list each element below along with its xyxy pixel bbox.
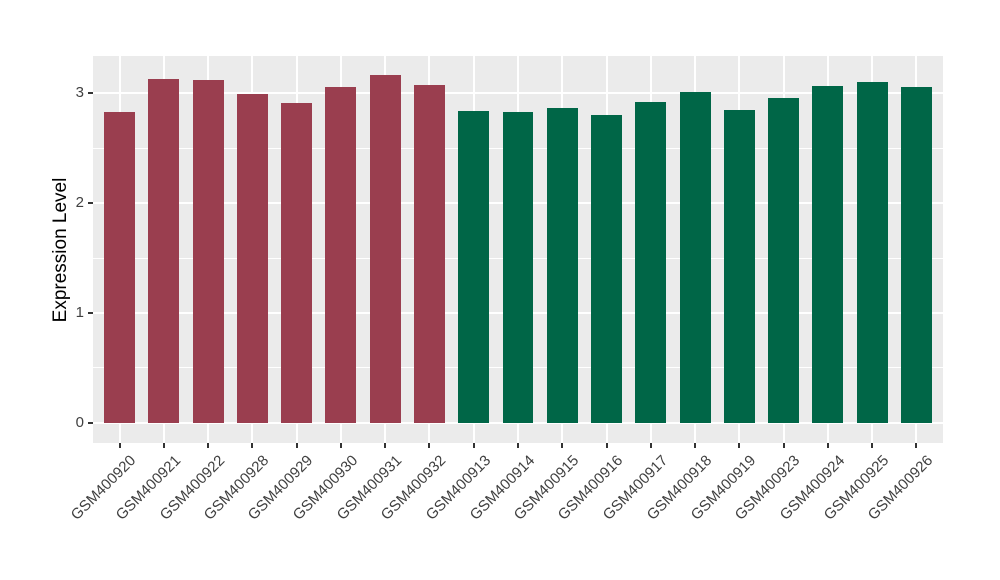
x-tick-mark — [428, 443, 431, 448]
bar-GSM400932 — [413, 84, 445, 423]
x-tick-mark — [207, 443, 210, 448]
bar-GSM400924 — [812, 85, 844, 423]
x-tick-mark — [738, 443, 741, 448]
x-tick-mark — [339, 443, 342, 448]
y-tick-mark — [88, 421, 93, 424]
bar-GSM400917 — [635, 102, 667, 423]
bar-GSM400914 — [502, 111, 534, 423]
x-tick-mark — [782, 443, 785, 448]
x-tick-mark — [517, 443, 519, 448]
bar-GSM400916 — [591, 115, 623, 423]
x-tick-mark — [649, 443, 652, 448]
y-tick-mark — [88, 202, 93, 205]
bar-GSM400930 — [325, 86, 357, 423]
bar-GSM400923 — [768, 97, 800, 423]
bar-GSM400926 — [900, 86, 932, 423]
bar-GSM400918 — [679, 92, 711, 423]
bar-GSM400928 — [236, 94, 268, 423]
x-tick-mark — [251, 443, 254, 448]
x-tick-mark — [694, 443, 697, 448]
y-tick-mark — [88, 92, 93, 95]
y-tick-label: 1 — [75, 303, 84, 321]
bar-GSM400925 — [856, 82, 888, 423]
y-tick-label: 0 — [75, 413, 84, 431]
bar-GSM400922 — [192, 80, 224, 423]
bar-GSM400929 — [281, 103, 313, 423]
plot-panel — [93, 56, 943, 443]
y-tick-mark — [88, 311, 93, 314]
x-tick-mark — [915, 443, 918, 448]
bar-GSM400931 — [369, 74, 401, 423]
x-tick-mark — [826, 443, 829, 448]
y-tick-label: 3 — [75, 84, 84, 102]
x-tick-mark — [871, 443, 874, 448]
x-tick-mark — [162, 443, 165, 448]
x-tick-mark — [472, 443, 475, 448]
y-tick-label: 2 — [75, 194, 84, 212]
x-tick-mark — [118, 443, 121, 448]
bar-GSM400921 — [148, 79, 180, 423]
bar-GSM400913 — [458, 110, 490, 423]
x-tick-mark — [605, 443, 608, 448]
x-tick-mark — [561, 443, 564, 448]
x-tick-mark — [295, 443, 298, 448]
bar-GSM400919 — [723, 109, 755, 423]
x-tick-mark — [384, 443, 387, 448]
bar-GSM400920 — [104, 111, 136, 423]
bar-GSM400915 — [546, 107, 578, 423]
